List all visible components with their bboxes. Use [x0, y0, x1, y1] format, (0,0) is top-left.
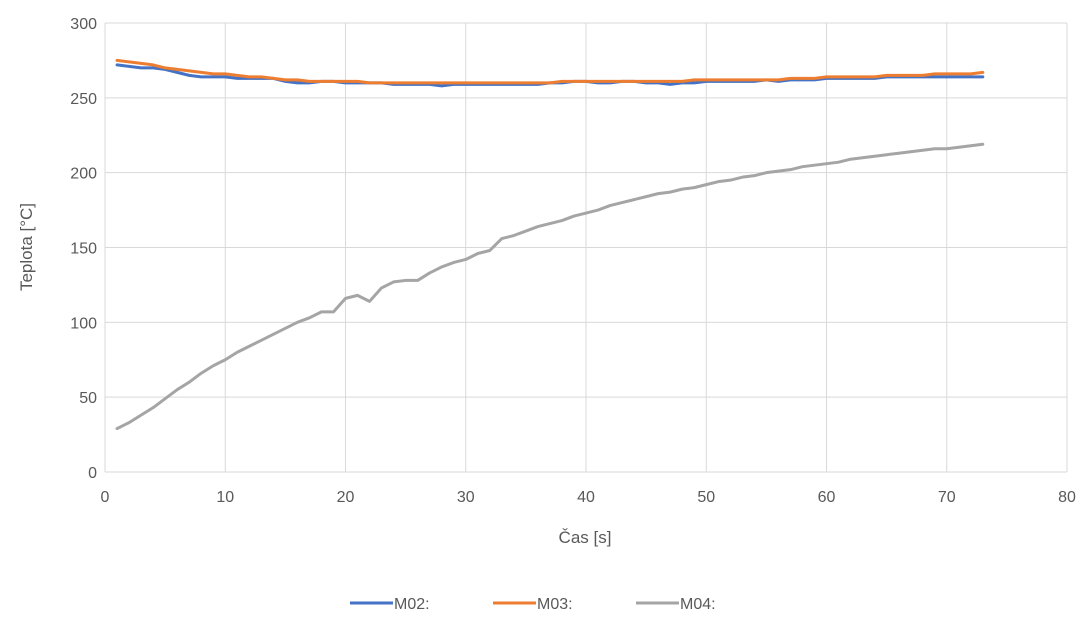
- y-tick-label: 0: [88, 465, 97, 482]
- y-tick-label: 100: [70, 315, 97, 332]
- gridlines: [104, 22, 1068, 473]
- series-line-m03: [115, 58, 985, 85]
- y-axis-title: Teplota [°C]: [17, 203, 36, 291]
- series-line-m04: [115, 142, 985, 431]
- y-tick-label: 200: [70, 166, 97, 183]
- y-tick-label: 250: [70, 91, 97, 108]
- x-tick-label: 30: [457, 489, 475, 506]
- x-tick-label: 40: [577, 489, 595, 506]
- x-tick-label: 20: [337, 489, 355, 506]
- x-tick-label: 50: [697, 489, 715, 506]
- y-tick-label: 300: [70, 16, 97, 33]
- x-axis-title: Čas [s]: [559, 528, 612, 547]
- legend-label-m03: M03:: [537, 596, 573, 613]
- legend-label-m04: M04:: [680, 596, 716, 613]
- axis-ticks: 0 50 100 150 200 250 300 0 10 20 30 40 50 60 70 80: [70, 16, 1076, 506]
- x-tick-label: 0: [101, 489, 110, 506]
- y-tick-label: 150: [70, 241, 97, 258]
- plot-area: [115, 58, 985, 431]
- y-tick-label: 50: [79, 390, 97, 407]
- x-tick-label: 70: [938, 489, 956, 506]
- x-tick-label: 80: [1058, 489, 1076, 506]
- legend: M02: M03: M04:: [350, 596, 716, 613]
- x-tick-label: 60: [818, 489, 836, 506]
- legend-label-m02: M02:: [394, 596, 430, 613]
- x-tick-label: 10: [216, 489, 234, 506]
